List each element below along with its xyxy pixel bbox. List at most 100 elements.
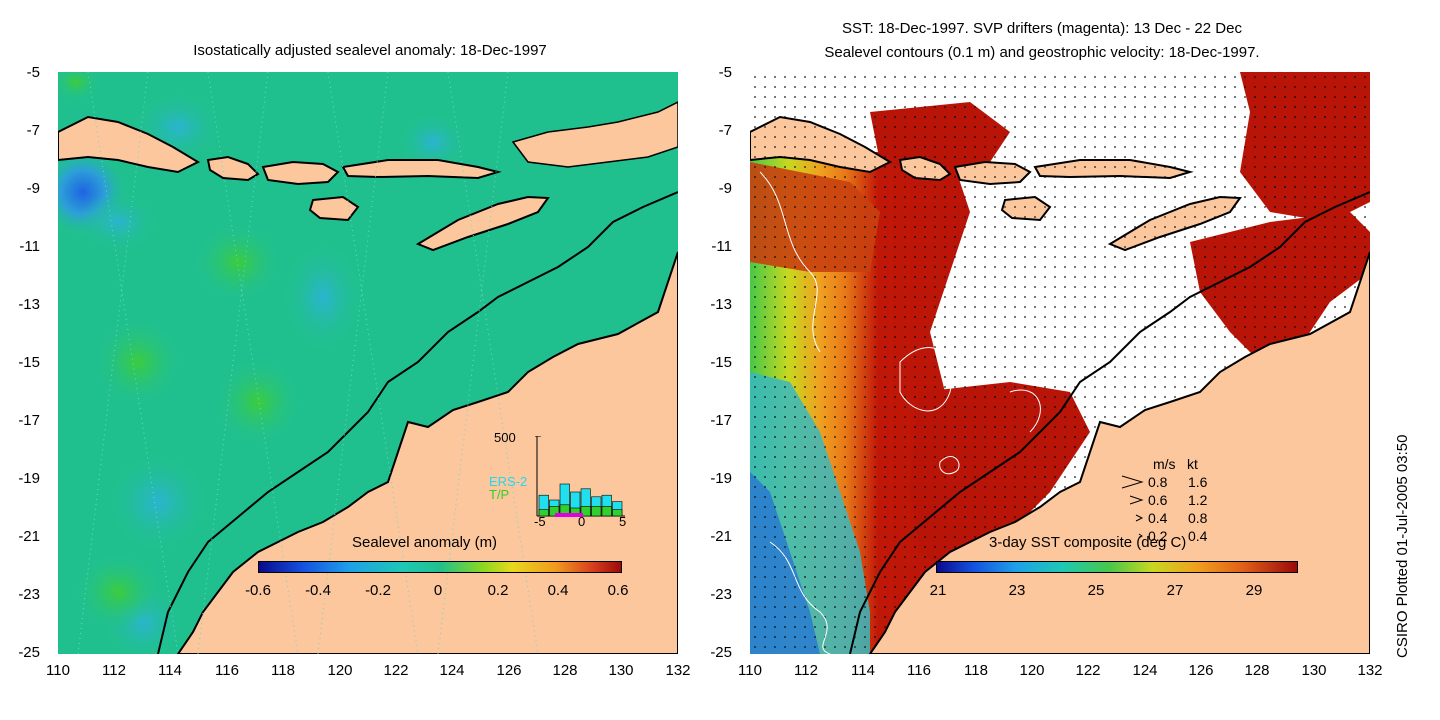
right-xtick: 132 bbox=[1357, 662, 1383, 679]
tp-bar bbox=[580, 506, 591, 517]
sealevel-colorbar-tick: 0.6 bbox=[607, 582, 629, 599]
green-anomaly-blob bbox=[213, 357, 303, 447]
sst-colorbar bbox=[936, 561, 1298, 573]
left-xtick: 132 bbox=[665, 662, 691, 679]
sst-map-canvas bbox=[750, 72, 1370, 654]
green-anomaly-blob bbox=[58, 72, 101, 102]
sst-colorbar-tick: 25 bbox=[1087, 582, 1105, 599]
sealevel-colorbar-tick: -0.6 bbox=[245, 582, 271, 599]
right-xtick: 110 bbox=[738, 662, 762, 679]
tp-bar bbox=[612, 509, 623, 517]
right-ytick: -7 bbox=[718, 122, 732, 139]
sumbawa-island bbox=[261, 160, 340, 186]
right-xtick: 112 bbox=[794, 662, 818, 679]
altimeter-tracks bbox=[77, 72, 539, 654]
csiro-credit: CSIRO Plotted 01-Jul-2005 03:50 bbox=[1394, 434, 1411, 658]
left-xtick: 130 bbox=[608, 662, 634, 679]
left-ytick: -17 bbox=[18, 412, 40, 429]
left-ytick: -9 bbox=[26, 180, 40, 197]
velocity-legend-kt: 1.2 bbox=[1188, 492, 1208, 508]
sumba-island bbox=[308, 195, 360, 222]
right-ytick: -5 bbox=[718, 64, 732, 81]
left-ytick: -19 bbox=[18, 470, 40, 487]
sealevel-colorbar-tick: 0.4 bbox=[547, 582, 569, 599]
sst-colorbar-tick: 27 bbox=[1166, 582, 1184, 599]
left-xtick: 116 bbox=[215, 662, 239, 679]
velocity-legend-kt: 0.4 bbox=[1188, 528, 1208, 544]
left-ytick: -7 bbox=[26, 122, 40, 139]
left-xtick: 112 bbox=[102, 662, 126, 679]
sst-colorbar-tick: 21 bbox=[929, 582, 947, 599]
left-xtick: 122 bbox=[383, 662, 409, 679]
tp-bar bbox=[538, 509, 549, 517]
right-xtick: 120 bbox=[1019, 662, 1045, 679]
left-ytick: -21 bbox=[18, 528, 40, 545]
sealevel-colorbar-tick: 0.2 bbox=[487, 582, 509, 599]
right-xtick: 128 bbox=[1244, 662, 1270, 679]
cyan-anomaly-blob bbox=[398, 112, 468, 172]
left-xtick: 126 bbox=[496, 662, 522, 679]
cyan-anomaly-blob bbox=[283, 242, 363, 352]
right-ytick: -15 bbox=[710, 354, 732, 371]
sealevel-contours bbox=[759, 171, 1041, 654]
sealevel-colorbar-tick: -0.2 bbox=[365, 582, 391, 599]
left-xtick: 110 bbox=[46, 662, 70, 679]
velocity-legend-kt: 0.8 bbox=[1188, 510, 1208, 526]
inset-x-tick: -5 bbox=[534, 514, 546, 529]
cyan-anomaly-blob bbox=[108, 452, 208, 552]
right-xtick: 118 bbox=[964, 662, 988, 679]
green-anomaly-blob bbox=[93, 317, 183, 407]
right-ytick: -21 bbox=[710, 528, 732, 545]
green-anomaly-blob bbox=[193, 222, 283, 302]
geostrophic-velocity-vectors bbox=[750, 72, 1370, 654]
velocity-legend-arrows bbox=[1121, 475, 1144, 539]
velocity-legend-kt: 1.6 bbox=[1188, 474, 1208, 490]
bali-island bbox=[206, 155, 260, 182]
bathymetry-contour bbox=[157, 191, 678, 654]
right-panel-title-line2: Sealevel contours (0.1 m) and geostrophi… bbox=[824, 44, 1260, 61]
velocity-legend-ms-header: m/s bbox=[1153, 456, 1176, 472]
right-xtick: 122 bbox=[1075, 662, 1101, 679]
left-ytick: -25 bbox=[18, 644, 40, 661]
left-ytick: -13 bbox=[18, 296, 40, 313]
sst-map bbox=[750, 72, 1370, 654]
tp-bar bbox=[591, 506, 602, 517]
right-ytick: -11 bbox=[711, 238, 732, 255]
australia-landmass bbox=[176, 251, 678, 654]
inset-x-tick: 5 bbox=[619, 514, 627, 529]
right-xtick: 130 bbox=[1301, 662, 1327, 679]
left-ytick: -23 bbox=[18, 586, 40, 603]
right-panel-title-line1: SST: 18-Dec-1997. SVP drifters (magenta)… bbox=[842, 20, 1242, 37]
arrow-0-2 bbox=[1138, 533, 1143, 539]
velocity-legend-kt-header: kt bbox=[1187, 456, 1198, 472]
sealevel-anomaly-map bbox=[58, 72, 678, 654]
inset-ers2-label: ERS-2 bbox=[489, 474, 528, 489]
left-xtick: 128 bbox=[552, 662, 578, 679]
sealevel-colorbar-tick: -0.4 bbox=[305, 582, 331, 599]
tp-bar bbox=[549, 506, 560, 517]
velocity-legend-ms: 0.2 bbox=[1148, 528, 1168, 544]
green-anomaly-blob bbox=[73, 552, 163, 632]
timor-island bbox=[415, 195, 550, 252]
inset-x-tick: 0 bbox=[578, 514, 586, 529]
tp-bars bbox=[538, 504, 623, 517]
java-island bbox=[58, 115, 201, 174]
sealevel-map-canvas bbox=[58, 72, 678, 654]
tp-bar bbox=[601, 506, 612, 517]
right-xtick: 126 bbox=[1188, 662, 1214, 679]
right-ytick: -9 bbox=[718, 180, 732, 197]
drifter-period-marker bbox=[555, 513, 583, 517]
velocity-legend-ms: 0.4 bbox=[1148, 510, 1168, 526]
left-xtick: 120 bbox=[327, 662, 353, 679]
left-ytick: -15 bbox=[18, 354, 40, 371]
left-ytick: -11 bbox=[19, 238, 40, 255]
left-ytick: -5 bbox=[26, 64, 40, 81]
right-xtick: 116 bbox=[907, 662, 931, 679]
left-panel-title: Isostatically adjusted sealevel anomaly:… bbox=[193, 42, 547, 59]
arrow-0-4 bbox=[1135, 514, 1144, 522]
sst-colorbar-label: 3-day SST composite (deg C) bbox=[989, 534, 1187, 551]
right-ytick: -23 bbox=[710, 586, 732, 603]
cyan-anomaly-blob bbox=[78, 192, 158, 252]
right-ytick: -13 bbox=[710, 296, 732, 313]
flores-island bbox=[341, 159, 502, 180]
